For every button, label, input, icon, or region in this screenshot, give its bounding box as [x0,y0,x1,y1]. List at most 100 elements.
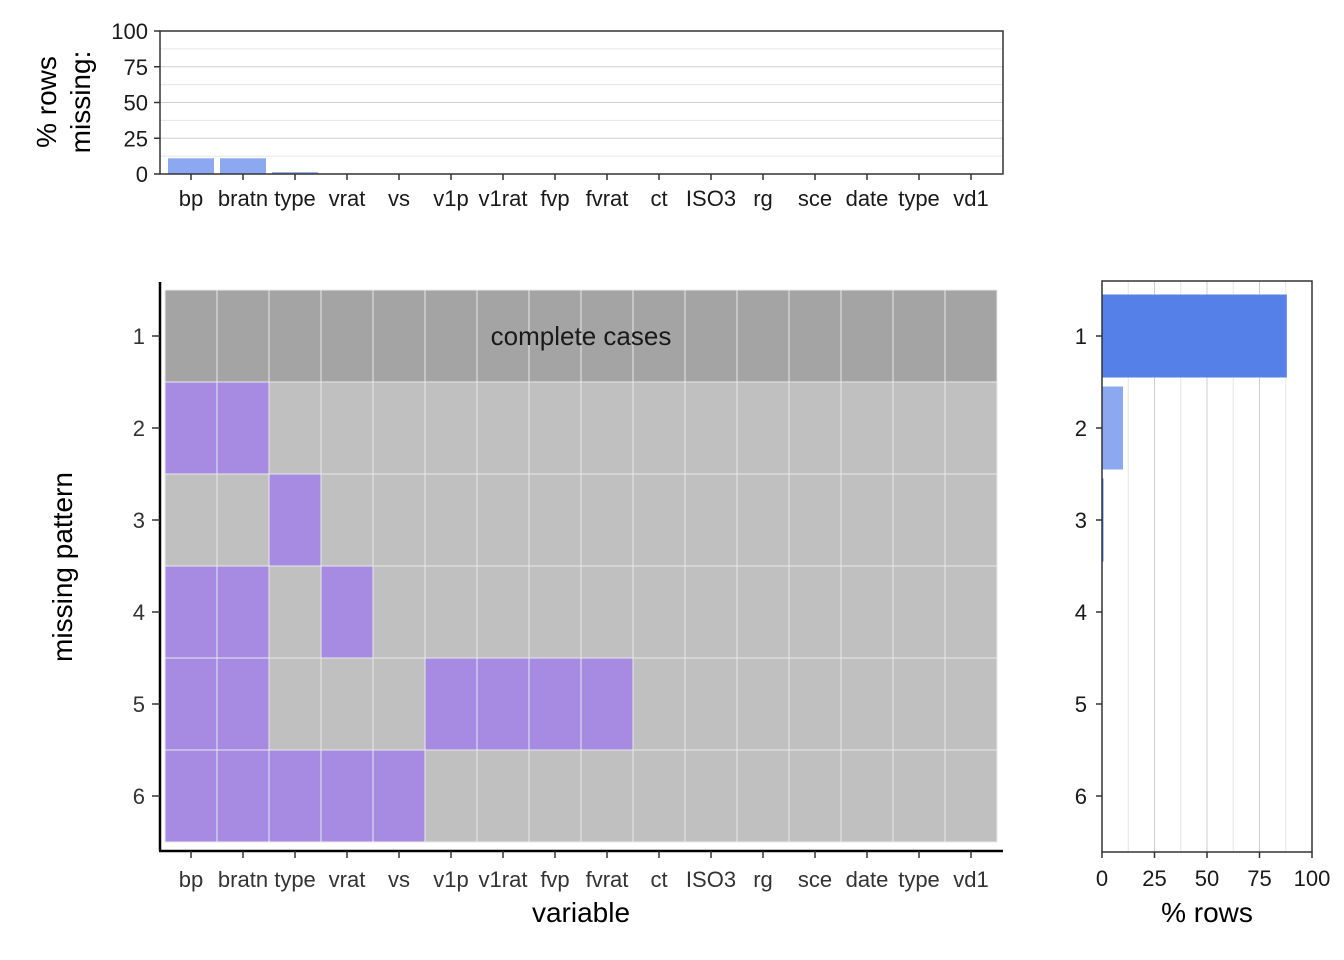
heatmap-cell [736,657,790,751]
heatmap-cell [164,749,218,843]
heatmap-cell [372,565,426,659]
heatmap-cell [164,657,218,751]
heatmap-x-tick-label: vd1 [953,867,988,892]
side-x-tick-label: 0 [1096,866,1108,891]
heatmap-cell [944,289,998,383]
heatmap-y-tick-label: 6 [133,784,145,809]
top-bar [220,158,266,174]
heatmap-cell [892,473,946,567]
heatmap-cell [840,381,894,475]
heatmap-cell [736,749,790,843]
heatmap-cell [424,381,478,475]
heatmap-cell [892,749,946,843]
heatmap-cell [840,657,894,751]
heatmap-x-tick-label: v1rat [479,867,528,892]
heatmap-y-axis-title: missing pattern [47,472,78,662]
side-y-tick-label: 5 [1075,692,1087,717]
heatmap-cell [736,565,790,659]
top-x-tick-label: vs [388,186,410,211]
heatmap-cell [216,749,270,843]
heatmap-cell [788,289,842,383]
heatmap-cell [424,657,478,751]
heatmap-cell [164,381,218,475]
heatmap-cell [268,473,322,567]
heatmap-cell [216,289,270,383]
side-x-tick-label: 50 [1195,866,1219,891]
heatmap-cell [372,289,426,383]
heatmap-cell [528,381,582,475]
heatmap-cell [684,749,738,843]
heatmap-cell [684,473,738,567]
heatmap-x-tick-label: date [846,867,889,892]
heatmap-cell [216,565,270,659]
heatmap-cell [892,381,946,475]
top-y-tick-label: 100 [111,19,148,44]
heatmap-cell [476,749,530,843]
heatmap-cell [268,749,322,843]
top-x-tick-label: v1rat [479,186,528,211]
heatmap-cell [580,749,634,843]
heatmap-x-tick-label: type [898,867,940,892]
heatmap-cell [684,657,738,751]
heatmap-x-axis-title: variable [532,897,630,928]
top-y-tick-label: 75 [124,55,148,80]
heatmap-cell [268,657,322,751]
heatmap-cell [632,381,686,475]
heatmap-cell [320,289,374,383]
heatmap-cell [372,381,426,475]
heatmap-cell [528,749,582,843]
heatmap-cell [684,565,738,659]
heatmap-x-tick-label: sce [798,867,832,892]
heatmap-cell [892,657,946,751]
heatmap-cell [528,657,582,751]
side-y-tick-label: 6 [1075,784,1087,809]
heatmap-cell [840,289,894,383]
top-x-tick-label: v1p [433,186,468,211]
heatmap-cell [476,657,530,751]
top-y-tick-label: 0 [136,162,148,187]
top-x-tick-label: vrat [329,186,366,211]
heatmap-x-tick-label: ISO3 [686,867,736,892]
heatmap-cell [944,657,998,751]
side-x-tick-label: 25 [1142,866,1166,891]
heatmap-cell [632,749,686,843]
heatmap-x-tick-label: fvrat [586,867,629,892]
heatmap-cell [424,565,478,659]
side-bar [1102,294,1287,378]
side-y-tick-label: 1 [1075,324,1087,349]
heatmap-cell [164,565,218,659]
heatmap-x-tick-label: bp [179,867,203,892]
heatmap-cell [476,565,530,659]
heatmap-cell [164,473,218,567]
heatmap-x-tick-label: bratn [218,867,268,892]
heatmap-cell [268,289,322,383]
side-bar-chart: 1 2 3 4 5 6 0 25 50 75 100 % rows [1075,280,1330,928]
heatmap-cell [268,565,322,659]
top-y-axis-title-line: % rows [31,56,62,148]
heatmap-cell [320,749,374,843]
heatmap-cell [424,289,478,383]
top-y-axis-title-line: missing: [65,51,96,154]
heatmap-cell [424,473,478,567]
heatmap-cell [372,473,426,567]
heatmap-y-tick-label: 5 [133,692,145,717]
heatmap-cell [216,473,270,567]
heatmap-cell [580,657,634,751]
top-x-tick-label: bratn [218,186,268,211]
top-bar [272,172,318,174]
heatmap-x-tick-label: vs [388,867,410,892]
heatmap-cell [320,565,374,659]
heatmap-cell [684,289,738,383]
heatmap-cell [164,289,218,383]
side-y-tick-label: 3 [1075,508,1087,533]
side-bar [1102,386,1123,470]
top-x-tick-label: sce [798,186,832,211]
heatmap-cell [632,565,686,659]
heatmap-cell [840,565,894,659]
heatmap-cell [528,565,582,659]
side-y-tick-label: 2 [1075,416,1087,441]
top-x-tick-label: date [846,186,889,211]
